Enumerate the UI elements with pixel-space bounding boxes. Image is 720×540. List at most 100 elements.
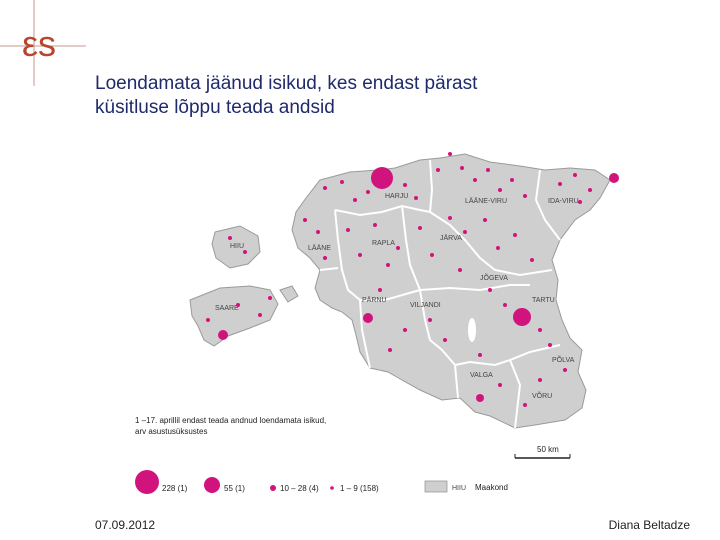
region-label-laane: LÄÄNE: [308, 244, 331, 252]
legend-symbol-10-28: [270, 485, 276, 491]
marker-small: [463, 230, 467, 234]
region-label-viljandi: VILJANDI: [410, 302, 441, 309]
marker-small: [478, 353, 482, 357]
marker-small: [588, 188, 592, 192]
marker-small: [258, 313, 262, 317]
title-line-2: küsitluse lõppu teada andsid: [95, 97, 335, 118]
marker-small: [346, 228, 350, 232]
marker-small: [523, 194, 527, 198]
legend-county-label: Maakond: [475, 483, 508, 492]
legend-county-sample: HIIU: [452, 485, 466, 492]
marker-small: [563, 368, 567, 372]
region-label-jarva: JÄRVA: [440, 234, 462, 242]
marker-small: [483, 218, 487, 222]
marker-small: [366, 190, 370, 194]
scale-bar: 50 km: [514, 445, 571, 459]
legend-title-line-2: arv asustusüksustes: [135, 427, 207, 436]
marker-small: [206, 318, 210, 322]
marker-mid: [476, 394, 484, 402]
region-label-saare: SAARE: [215, 305, 239, 312]
region-label-hiiu: HIIU: [230, 243, 244, 250]
legend-label-1-9: 1 – 9 (158): [340, 484, 379, 493]
legend-county-swatch: [424, 480, 448, 493]
marker-small: [498, 188, 502, 192]
region-label-parnu: PÄRNU: [362, 296, 387, 304]
marker-small: [396, 246, 400, 250]
region-label-tartu: TARTU: [532, 297, 555, 304]
marker-small: [458, 268, 462, 272]
marker-mid: [363, 313, 373, 323]
marker-small: [578, 200, 582, 204]
legend-label-228: 228 (1): [162, 484, 188, 493]
marker-small: [243, 250, 247, 254]
marker-small: [428, 318, 432, 322]
marker-small: [414, 196, 418, 200]
marker-medium: [513, 308, 531, 326]
region-label-valga: VALGA: [470, 372, 493, 379]
map-canvas: HARJU LÄÄNE-VIRU IDA-VIRU HIIU LÄÄNE RAP…: [135, 152, 619, 494]
marker-small: [403, 183, 407, 187]
marker-small: [386, 263, 390, 267]
region-label-voru: VÕRU: [532, 391, 552, 400]
svg-text:εs: εs: [22, 23, 56, 64]
lake-vortsjarv: [468, 318, 476, 342]
marker-small: [228, 236, 232, 240]
map-legend: 1 –17. aprillil endast teada andnud loen…: [135, 416, 508, 494]
legend-label-55: 55 (1): [224, 484, 245, 493]
marker-small: [538, 328, 542, 332]
region-label-jogeva: JÕGEVA: [480, 273, 508, 282]
title-line-1: Loendamata jäänud isikud, kes endast pär…: [95, 73, 478, 94]
marker-small: [530, 258, 534, 262]
marker-small: [513, 233, 517, 237]
region-label-polva: PÕLVA: [552, 355, 575, 364]
marker-small: [353, 198, 357, 202]
region-label-ida-viru: IDA-VIRU: [548, 198, 579, 205]
legend-label-10-28: 10 – 28 (4): [280, 484, 319, 493]
marker-mid: [609, 173, 619, 183]
mainland-shape: [291, 153, 611, 429]
marker-small: [303, 218, 307, 222]
region-label-laane-viru: LÄÄNE-VIRU: [465, 197, 507, 205]
marker-small: [268, 296, 272, 300]
marker-small: [236, 303, 240, 307]
marker-small: [548, 343, 552, 347]
marker-small: [523, 403, 527, 407]
marker-small: [316, 230, 320, 234]
marker-small: [510, 178, 514, 182]
marker-small: [430, 253, 434, 257]
scale-label: 50 km: [537, 445, 559, 454]
marker-small: [448, 216, 452, 220]
marker-small: [443, 338, 447, 342]
marker-small: [448, 152, 452, 156]
muhu-shape: [279, 285, 299, 303]
legend-title-line-1: 1 –17. aprillil endast teada andnud loen…: [135, 416, 326, 425]
hiiumaa-shape: [211, 225, 261, 269]
marker-small: [558, 182, 562, 186]
region-label-harju: HARJU: [385, 193, 408, 200]
marker-small: [488, 288, 492, 292]
marker-small: [358, 253, 362, 257]
marker-large: [371, 167, 393, 189]
legend-symbol-55: [204, 477, 220, 493]
region-label-rapla: RAPLA: [372, 240, 395, 247]
marker-small: [323, 256, 327, 260]
marker-mid: [218, 330, 228, 340]
marker-small: [460, 166, 464, 170]
marker-small: [573, 173, 577, 177]
marker-small: [418, 226, 422, 230]
marker-small: [403, 328, 407, 332]
estonia-map: HARJU LÄÄNE-VIRU IDA-VIRU HIIU LÄÄNE RAP…: [120, 140, 630, 505]
saaremaa-shape: [189, 285, 279, 347]
legend-symbol-228: [135, 470, 159, 494]
settlement-markers: [206, 152, 619, 407]
region-labels: HARJU LÄÄNE-VIRU IDA-VIRU HIIU LÄÄNE RAP…: [215, 193, 579, 400]
marker-small: [486, 168, 490, 172]
marker-small: [496, 246, 500, 250]
marker-small: [473, 178, 477, 182]
marker-small: [388, 348, 392, 352]
marker-small: [503, 303, 507, 307]
marker-small: [378, 288, 382, 292]
county-borders: [319, 159, 561, 429]
marker-small: [323, 186, 327, 190]
marker-small: [340, 180, 344, 184]
